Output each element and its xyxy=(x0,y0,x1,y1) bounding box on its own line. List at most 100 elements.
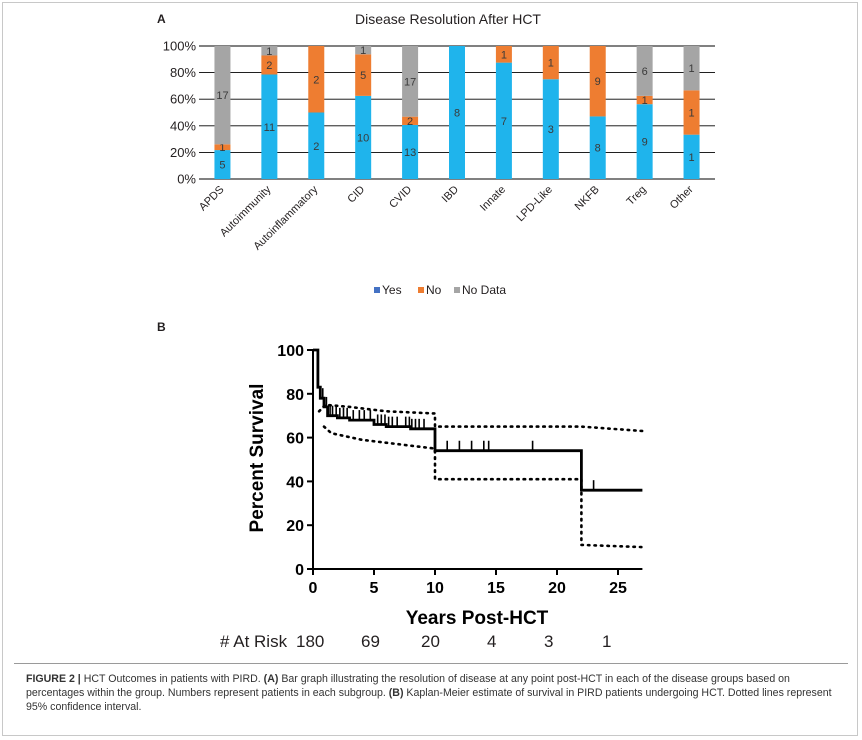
bar-segment xyxy=(495,62,512,179)
data-label: 2 xyxy=(313,74,319,86)
data-label: 1 xyxy=(688,63,694,75)
x-tick-label: 25 xyxy=(609,580,627,597)
y-tick-label: 0% xyxy=(177,172,196,187)
legend-label: No xyxy=(426,283,442,297)
data-label: 2 xyxy=(266,60,272,72)
legend-label: No Data xyxy=(462,283,506,297)
bar-segment xyxy=(683,134,700,179)
bar-segment xyxy=(589,46,606,117)
bar-segment xyxy=(683,46,700,91)
bar-segment xyxy=(636,104,653,179)
bar-segment xyxy=(542,46,559,80)
survival-chart: 0 20 40 60 80 100 0 5 10 15 20 25 Percent Survival Ye… xyxy=(247,343,644,629)
legend-label: Yes xyxy=(382,283,402,297)
y-tick-label: 0 xyxy=(295,562,304,579)
caption-figure-label: FIGURE 2 | xyxy=(26,673,81,685)
data-label: 2 xyxy=(407,116,413,128)
bar-segment xyxy=(261,74,278,179)
y-tick-label: 100 xyxy=(277,343,304,360)
bar-segment xyxy=(683,90,700,135)
data-label: 7 xyxy=(501,116,507,128)
data-label: 9 xyxy=(595,76,601,88)
bar-segment xyxy=(636,46,653,96)
data-label: 1 xyxy=(688,108,694,120)
at-risk-count: 69 xyxy=(361,632,380,651)
caption-text: Bar graph illustrating the resolution of… xyxy=(26,673,790,699)
chart-title: Disease Resolution After HCT xyxy=(355,11,541,27)
bar-segment xyxy=(214,144,231,151)
y-tick-label: 60% xyxy=(170,92,196,107)
data-label: 10 xyxy=(357,132,369,144)
at-risk-label: # At Risk xyxy=(220,632,288,651)
x-tick-label: 20 xyxy=(548,580,566,597)
panel-b-label: B xyxy=(157,320,166,334)
at-risk-count: 3 xyxy=(544,632,554,651)
data-label: 1 xyxy=(219,142,225,154)
data-label: 1 xyxy=(642,95,648,107)
data-label: 8 xyxy=(595,143,601,155)
panel-a-label: A xyxy=(157,12,166,26)
bar-segment xyxy=(636,95,653,105)
legend-swatch xyxy=(454,287,460,293)
data-label: 5 xyxy=(219,160,225,172)
data-label: 2 xyxy=(313,141,319,153)
bar-segment xyxy=(402,46,419,117)
at-risk-count: 20 xyxy=(421,632,440,651)
at-risk-count: 180 xyxy=(296,632,325,651)
bar-segment xyxy=(355,46,372,55)
at-risk-count: 4 xyxy=(487,632,497,651)
y-tick-label: 80% xyxy=(170,65,196,80)
bar-segment xyxy=(355,95,372,179)
data-label: 1 xyxy=(688,152,694,164)
caption-b-label: (B) xyxy=(388,687,404,699)
data-label: 11 xyxy=(264,122,275,134)
bar-segment xyxy=(449,46,465,179)
bar-segment xyxy=(402,124,419,179)
ci-upper-line xyxy=(317,403,644,433)
data-label: 13 xyxy=(404,147,416,159)
bar-segment xyxy=(355,54,372,96)
bar-chart: Disease Resolution After HCT 0% 20% 40% 60% 8… xyxy=(163,11,715,297)
data-label: 1 xyxy=(266,46,272,58)
ci-lower-line xyxy=(322,425,644,549)
figure-caption: FIGURE 2 | HCT Outcomes in patients with… xyxy=(26,672,841,714)
bar-segment xyxy=(589,116,606,179)
survival-line xyxy=(313,348,643,492)
y-tick-label: 60 xyxy=(286,431,304,448)
bar-segment xyxy=(214,150,231,179)
data-label: 17 xyxy=(216,90,228,102)
caption-text: Kaplan-Meier estimate of survival in PIR… xyxy=(26,687,832,713)
data-label: 6 xyxy=(642,66,648,78)
caption-divider xyxy=(14,663,848,664)
data-label: 1 xyxy=(548,58,554,70)
data-label: 5 xyxy=(360,70,366,82)
bar-segment xyxy=(402,116,419,125)
caption-a-label: (A) xyxy=(263,673,279,685)
bar-segment xyxy=(261,55,278,75)
y-tick-label: 100% xyxy=(163,39,197,54)
data-label: 1 xyxy=(501,49,507,61)
bar-segment xyxy=(261,46,278,56)
x-tick-label: 15 xyxy=(487,580,505,597)
x-axis-label: Years Post-HCT xyxy=(406,608,549,629)
bar-segment xyxy=(214,46,231,145)
bar-segment xyxy=(308,112,325,179)
y-tick-label: 20% xyxy=(170,145,196,160)
at-risk-count: 1 xyxy=(602,632,612,651)
legend-swatch xyxy=(374,287,380,293)
bar-segment xyxy=(542,79,559,179)
x-tick-label: 5 xyxy=(370,580,379,597)
y-axis-label: Percent Survival xyxy=(247,384,268,533)
y-tick-label: 40% xyxy=(170,118,196,133)
legend-swatch xyxy=(418,287,424,293)
bar-segment xyxy=(308,46,325,113)
y-tick-label: 80 xyxy=(286,387,304,404)
y-tick-label: 20 xyxy=(286,518,304,535)
caption-text: HCT Outcomes in patients with PIRD. xyxy=(80,673,264,685)
data-label: 1 xyxy=(360,45,366,57)
data-label: 8 xyxy=(454,108,460,120)
data-label: 17 xyxy=(404,76,416,88)
bar-segment xyxy=(495,46,512,63)
data-label: 9 xyxy=(642,137,648,149)
